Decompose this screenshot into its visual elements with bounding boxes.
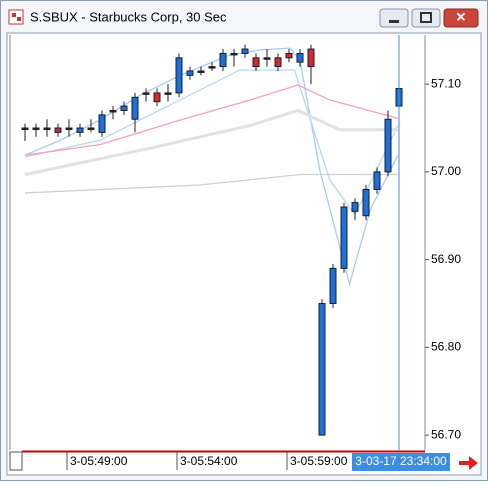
minimize-button[interactable] [379, 8, 409, 28]
minimize-icon [389, 20, 399, 23]
y-tick-label: 56.70 [431, 427, 461, 441]
candle-body [274, 57, 282, 68]
y-tick-label: 56.90 [431, 252, 461, 266]
candle-body [76, 127, 84, 133]
candle-body [109, 109, 117, 113]
app-icon-part [12, 13, 16, 17]
candle-body [175, 57, 183, 94]
moving-average-line [24, 69, 399, 217]
app-icon-part [17, 17, 21, 21]
candle-body [241, 48, 249, 54]
candle-body [43, 127, 51, 131]
close-button[interactable] [443, 8, 479, 28]
candle-body [87, 127, 95, 131]
moving-average-line [24, 84, 399, 156]
candle-body [197, 70, 205, 73]
candle-body [340, 206, 348, 269]
close-icon: ✕ [456, 9, 467, 24]
chart-panel [6, 32, 482, 476]
candle-body [329, 267, 337, 304]
candle-body [230, 52, 238, 56]
candle-body [219, 52, 227, 68]
scroll-thumb[interactable] [9, 451, 23, 471]
candle-body [186, 70, 194, 76]
scroll-right-arrow[interactable] [459, 456, 478, 470]
candle-body [263, 57, 271, 60]
candle-body [164, 92, 172, 95]
x-tick-label: 3-05:59:00 [290, 454, 348, 468]
candle-body [54, 127, 62, 133]
candle-body [142, 92, 150, 95]
crosshair-label: 3-03-17 23:34:00 [355, 454, 447, 468]
x-tick-label: 3-05:54:00 [180, 454, 238, 468]
candle-body [296, 52, 304, 63]
candle-body [65, 127, 73, 131]
candle-body [373, 171, 381, 190]
candle-body [362, 188, 370, 217]
crosshair-label-bg [352, 453, 450, 471]
x-tick-label: 3-05:49:00 [70, 454, 128, 468]
candle-body [21, 127, 29, 131]
candle-body [208, 66, 216, 69]
candle-body [285, 52, 293, 59]
maximize-icon [420, 12, 432, 23]
y-tick-label: 57.10 [431, 76, 461, 90]
candle-body [120, 105, 128, 111]
window-title: S.SBUX - Starbucks Corp, 30 Sec [30, 9, 227, 24]
candle-body [318, 302, 326, 436]
candle-body [384, 118, 392, 173]
candle-body [307, 48, 315, 68]
y-tick-label: 57.00 [431, 164, 461, 178]
candle-body [32, 127, 40, 131]
candle-body [98, 114, 106, 133]
candle-body [153, 92, 161, 103]
candle-body [351, 202, 359, 212]
candle-body [252, 57, 260, 68]
candle-body [131, 96, 139, 120]
maximize-button[interactable] [411, 8, 441, 28]
moving-average-line [24, 108, 398, 176]
y-tick-label: 56.80 [431, 340, 461, 354]
moving-average-line [24, 173, 398, 194]
